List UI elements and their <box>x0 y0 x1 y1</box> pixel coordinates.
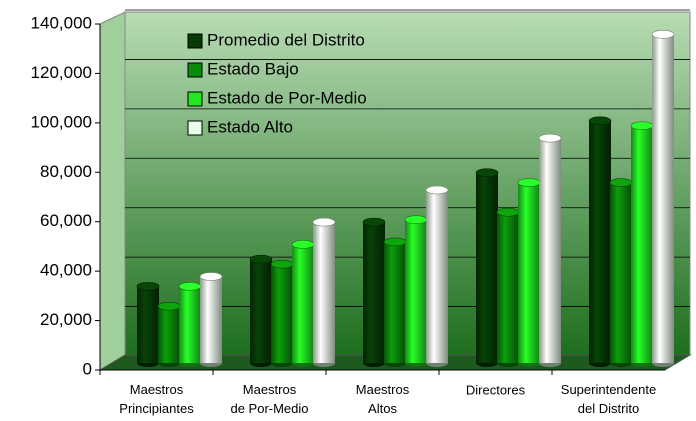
bar-top <box>609 178 633 187</box>
x-tick-label: Maestros Altos <box>356 382 410 416</box>
legend-swatch <box>187 62 203 78</box>
bar-body <box>363 222 385 363</box>
bar-body <box>271 264 293 363</box>
bar <box>630 121 654 367</box>
bar-body <box>518 182 540 363</box>
bar-top <box>475 168 499 177</box>
bar-top <box>496 207 520 217</box>
x-tick-label: Superintendente del Distrito <box>561 382 656 416</box>
bar-top <box>157 301 181 311</box>
bar-top <box>404 215 428 224</box>
bar <box>157 301 181 367</box>
bar <box>517 178 541 367</box>
legend-label: Estado de Por-Medio <box>207 88 367 107</box>
y-tick-label: 60,000 <box>40 211 92 230</box>
bar-body <box>631 125 653 363</box>
bar-body <box>313 222 335 363</box>
bar <box>362 217 386 367</box>
y-tick-label: 140,000 <box>31 13 92 32</box>
bar <box>249 254 273 367</box>
bar-top <box>517 178 541 187</box>
bar-body <box>384 241 406 363</box>
bar-top <box>178 282 202 291</box>
bar-body <box>250 259 272 363</box>
legend-label: Promedio del Distrito <box>207 30 365 49</box>
legend-label: Estado Bajo <box>207 59 299 78</box>
bar <box>199 272 223 367</box>
bars <box>136 29 675 367</box>
y-tick-label: 40,000 <box>40 261 92 280</box>
bar-body <box>426 190 448 363</box>
bar <box>651 29 675 367</box>
legend-swatch <box>187 33 203 49</box>
bar-body <box>292 244 314 363</box>
x-tick-label: Maestros de Por-Medio <box>230 382 308 416</box>
bar <box>538 133 562 367</box>
bar-body <box>200 276 222 363</box>
bar-top <box>199 272 223 281</box>
bar <box>425 185 449 367</box>
legend: Promedio del Distrito Estado Bajo Estado d… <box>187 30 367 136</box>
bar-top <box>630 121 654 131</box>
x-tick-label: Directores <box>466 382 526 397</box>
bar-top <box>362 217 386 227</box>
y-tick-label: 20,000 <box>40 310 92 329</box>
bar <box>475 168 499 367</box>
x-tick-label: Maestros Principiantes <box>119 382 194 416</box>
bar-top <box>136 282 160 291</box>
bar <box>136 282 160 367</box>
bar-body <box>158 306 180 363</box>
bar-top <box>270 259 294 269</box>
bar-body <box>610 182 632 363</box>
bar <box>496 207 520 367</box>
bar-body <box>539 138 561 363</box>
y-tick-label: 120,000 <box>31 63 92 82</box>
bar <box>291 240 315 367</box>
bar-top <box>249 254 273 264</box>
bar-body <box>589 120 611 363</box>
legend-swatch <box>187 120 203 136</box>
bar <box>383 237 407 367</box>
bar-top <box>651 29 675 39</box>
bar <box>270 259 294 367</box>
bar <box>404 215 428 367</box>
bar-body <box>652 34 674 364</box>
bar-top <box>383 237 407 247</box>
bar-body <box>179 286 201 363</box>
bar-top <box>425 185 449 195</box>
bar <box>178 282 202 367</box>
bar-top <box>291 240 315 249</box>
legend-swatch <box>187 91 203 107</box>
bar-body <box>405 219 427 363</box>
legend-label: Estado Alto <box>207 117 293 136</box>
bar-body <box>476 172 498 363</box>
bar <box>312 217 336 367</box>
bar <box>588 116 612 367</box>
bar-body <box>137 286 159 363</box>
side-wall <box>99 11 126 371</box>
bar-top <box>588 116 612 126</box>
bar-top <box>312 217 336 227</box>
bar-body <box>497 212 519 363</box>
bar-top <box>538 133 562 143</box>
y-tick-label: 100,000 <box>31 112 92 131</box>
y-tick-label: 80,000 <box>40 162 92 181</box>
bar <box>609 178 633 367</box>
y-tick-label: 0 <box>83 359 92 378</box>
